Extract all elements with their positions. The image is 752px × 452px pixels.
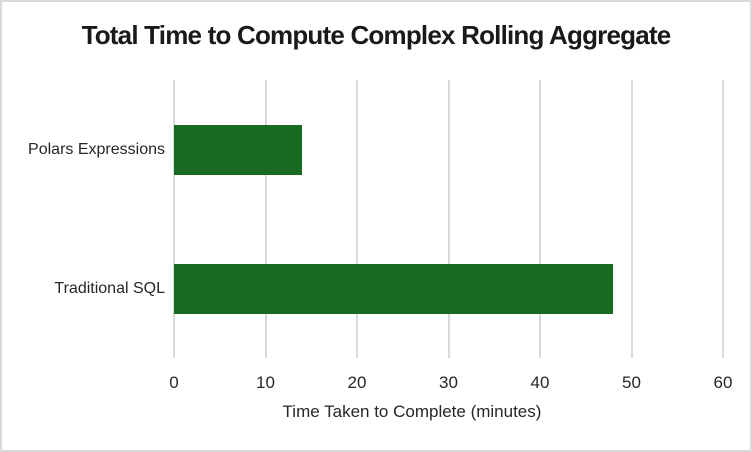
- gridline-x-50: [630, 80, 633, 358]
- category-label-traditional-sql: Traditional SQL: [54, 279, 165, 297]
- x-tick-label-30: 30: [439, 373, 458, 392]
- value-axis: 0 10 20 30 40 50 60: [2, 374, 750, 394]
- x-tick-label-60: 60: [713, 373, 733, 392]
- x-axis-title: Time Taken to Complete (minutes): [282, 402, 542, 421]
- category-axis: Polars Expressions Traditional SQL: [2, 80, 165, 358]
- bar-polars-expressions: [174, 124, 303, 175]
- x-tick-label-50: 50: [622, 373, 641, 392]
- x-tick-label-40: 40: [530, 373, 550, 392]
- plot-area: [173, 80, 724, 358]
- x-tick-label-20: 20: [347, 373, 367, 392]
- gridline-x-20: [356, 80, 358, 358]
- gridline-x-60: [722, 80, 724, 358]
- gridline-x-0: [173, 80, 175, 358]
- x-tick-label-0: 0: [169, 373, 179, 392]
- gridline-x-10: [264, 80, 267, 358]
- bar-traditional-sql: [174, 263, 614, 314]
- gridline-x-40: [539, 80, 541, 358]
- category-label-polars-expressions: Polars Expressions: [28, 140, 165, 158]
- x-tick-label-10: 10: [256, 373, 275, 392]
- chart-title: Total Time to Compute Complex Rolling Ag…: [81, 20, 672, 50]
- gridline-x-30: [447, 80, 450, 358]
